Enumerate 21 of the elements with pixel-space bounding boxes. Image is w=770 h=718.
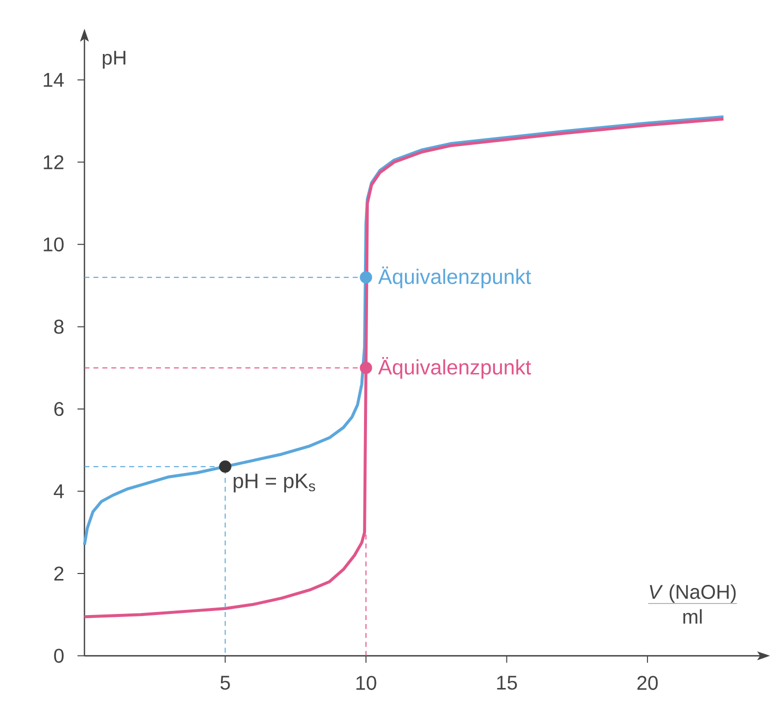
point <box>219 460 232 473</box>
y-tick-label: 4 <box>54 484 64 498</box>
x-axis-title: V (NaOH) <box>650 584 736 603</box>
point <box>360 270 372 284</box>
annotation: pH = pK$_{s}$ <box>234 474 316 492</box>
x-tick-label: 10 <box>356 676 376 690</box>
x-tick-label: 15 <box>497 676 517 690</box>
annotation: ml <box>683 608 702 624</box>
y-tick-label: 6 <box>54 402 64 416</box>
x-tick-label: 5 <box>220 676 230 690</box>
y-tick-label: 14 <box>44 72 64 87</box>
y-tick-label: 12 <box>44 155 64 169</box>
y-tick-label: 8 <box>54 319 64 334</box>
y-axis-title: pH <box>102 50 126 68</box>
annotation: Äquivalenzpunkt <box>378 266 532 288</box>
y-tick-label: 0 <box>54 648 64 663</box>
y-tick-label: 2 <box>54 566 64 580</box>
y-tick-label: 10 <box>44 237 64 252</box>
x-tick-label: 20 <box>637 676 658 690</box>
point <box>360 361 372 374</box>
annotation: Äquivalenzpunkt <box>378 356 532 379</box>
